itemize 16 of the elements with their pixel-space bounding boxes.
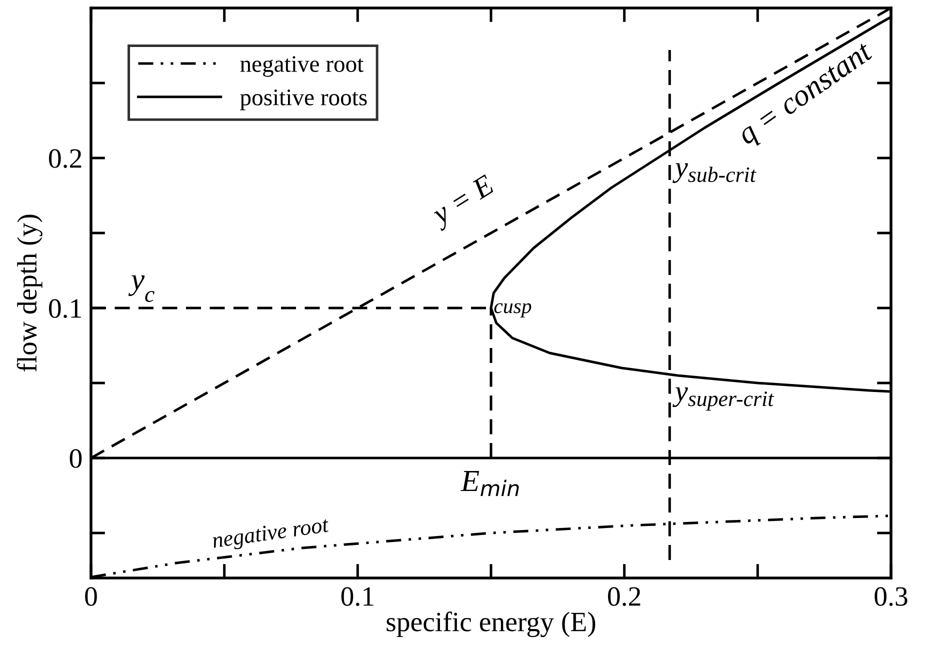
annotation: y = E bbox=[428, 174, 499, 232]
y-axis-title: flow depth (y) bbox=[16, 214, 42, 372]
annotation: negative root bbox=[212, 516, 330, 552]
x-tick-label: 0.1 bbox=[341, 587, 374, 606]
annotation: cusp bbox=[494, 303, 532, 318]
y-tick-label: 0 bbox=[70, 449, 82, 468]
x-tick-label: 0 bbox=[85, 587, 97, 606]
y-tick-label: 0.1 bbox=[49, 299, 81, 318]
y-tick-label: 0.2 bbox=[49, 149, 82, 168]
annotation: ysub-crit bbox=[672, 163, 756, 183]
legend-label: negative root bbox=[240, 56, 364, 77]
legend-label: positive roots bbox=[240, 90, 367, 110]
x-axis-title: specific energy (E) bbox=[386, 612, 596, 638]
x-tick-label: 0.2 bbox=[608, 587, 640, 606]
x-tick-label: 0.3 bbox=[874, 587, 908, 606]
annotation: E$_{min}$ bbox=[460, 471, 519, 496]
